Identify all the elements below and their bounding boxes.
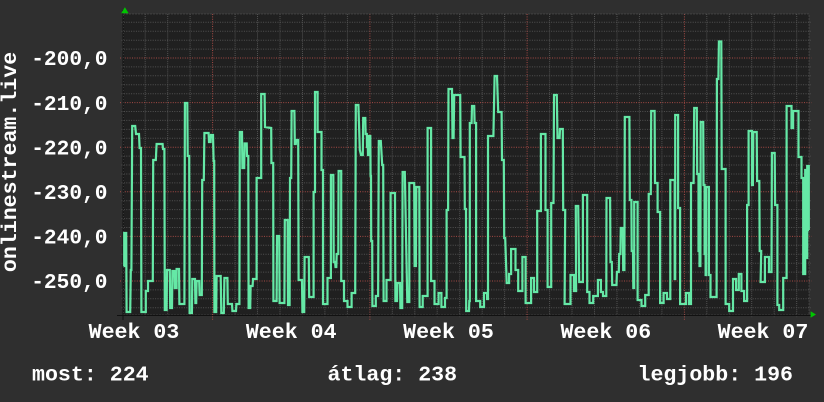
svg-text:-210,0: -210,0 xyxy=(31,93,107,117)
svg-text:-240,0: -240,0 xyxy=(31,227,107,251)
svg-text:-250,0: -250,0 xyxy=(31,271,107,295)
svg-text:most: 224: most: 224 xyxy=(32,364,149,388)
svg-text:onlinestream.live: onlinestream.live xyxy=(0,52,23,272)
svg-text:Week 03: Week 03 xyxy=(89,321,180,345)
svg-text:Week 05: Week 05 xyxy=(403,321,494,345)
svg-text:-220,0: -220,0 xyxy=(31,137,107,161)
svg-text:Week 06: Week 06 xyxy=(560,321,651,345)
svg-text:Week 04: Week 04 xyxy=(246,321,337,345)
svg-text:-200,0: -200,0 xyxy=(31,48,107,72)
svg-text:átlag: 238: átlag: 238 xyxy=(328,364,458,388)
svg-text:Week 07: Week 07 xyxy=(718,321,809,345)
svg-text:-230,0: -230,0 xyxy=(31,182,107,206)
svg-text:legjobb: 196: legjobb: 196 xyxy=(638,364,794,388)
